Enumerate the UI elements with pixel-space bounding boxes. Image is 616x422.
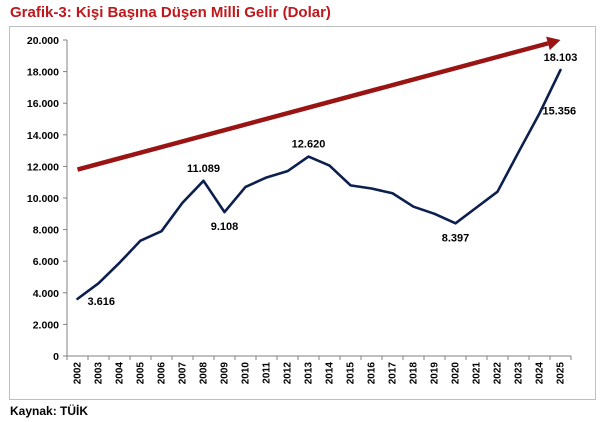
x-tick-label: 2015	[346, 362, 357, 385]
x-tick-label: 2019	[430, 362, 441, 385]
x-tick-label: 2018	[409, 362, 420, 385]
y-tick-label: 6.000	[33, 256, 59, 268]
x-tick-label: 2016	[367, 362, 378, 385]
y-tick-label: 8.000	[33, 225, 59, 237]
x-tick-label: 2011	[262, 362, 273, 384]
data-label: 8.397	[442, 232, 470, 244]
trend-arrow-shaft	[76, 41, 549, 172]
data-label: 15.356	[543, 105, 577, 117]
x-tick-label: 2023	[514, 362, 525, 385]
x-tick-label: 2009	[220, 362, 231, 385]
x-tick-label: 2013	[304, 362, 315, 385]
x-tick-label: 2007	[178, 362, 189, 385]
trend-arrow-head	[546, 36, 561, 51]
y-tick-label: 0	[53, 351, 59, 363]
x-tick-label: 2012	[283, 362, 294, 385]
x-tick-label: 2024	[535, 362, 546, 385]
x-tick-label: 2006	[157, 362, 168, 385]
source-note: Kaynak: TÜİK	[10, 404, 89, 418]
chart-frame	[9, 26, 596, 400]
chart-title: Grafik-3: Kişi Başına Düşen Milli Gelir …	[10, 4, 331, 21]
y-tick-label: 12.000	[27, 161, 59, 173]
data-label: 9.108	[211, 221, 239, 233]
y-tick-label: 18.000	[27, 67, 59, 79]
y-tick-label: 14.000	[27, 130, 59, 142]
series-line	[76, 68, 562, 301]
x-tick-label: 2014	[325, 362, 336, 385]
y-tick-label: 4.000	[33, 288, 59, 300]
x-tick-label: 2020	[451, 362, 462, 385]
y-tick-label: 10.000	[27, 193, 59, 205]
data-label: 12.620	[292, 139, 326, 151]
y-tick-label: 2.000	[33, 319, 59, 331]
x-tick-label: 2017	[388, 362, 399, 385]
y-tick-label: 20.000	[27, 35, 59, 47]
x-tick-label: 2004	[115, 362, 126, 385]
data-label: 11.089	[187, 163, 220, 175]
x-tick-label: 2003	[94, 362, 105, 385]
data-label: 3.616	[88, 296, 116, 308]
x-tick-label: 2025	[556, 362, 567, 385]
x-tick-label: 2021	[472, 362, 483, 385]
y-tick-label: 16.000	[27, 98, 59, 110]
x-tick-label: 2005	[136, 362, 147, 385]
line-chart: 0 2.000 4.000 6.000 8.000 10.000 12.000 14.000 1…	[27, 35, 578, 385]
x-tick-label: 2002	[73, 362, 84, 385]
x-tick-label: 2022	[493, 362, 504, 385]
x-tick-label: 2010	[241, 362, 252, 385]
x-tick-label: 2008	[199, 362, 210, 385]
data-label: 18.103	[544, 52, 578, 64]
